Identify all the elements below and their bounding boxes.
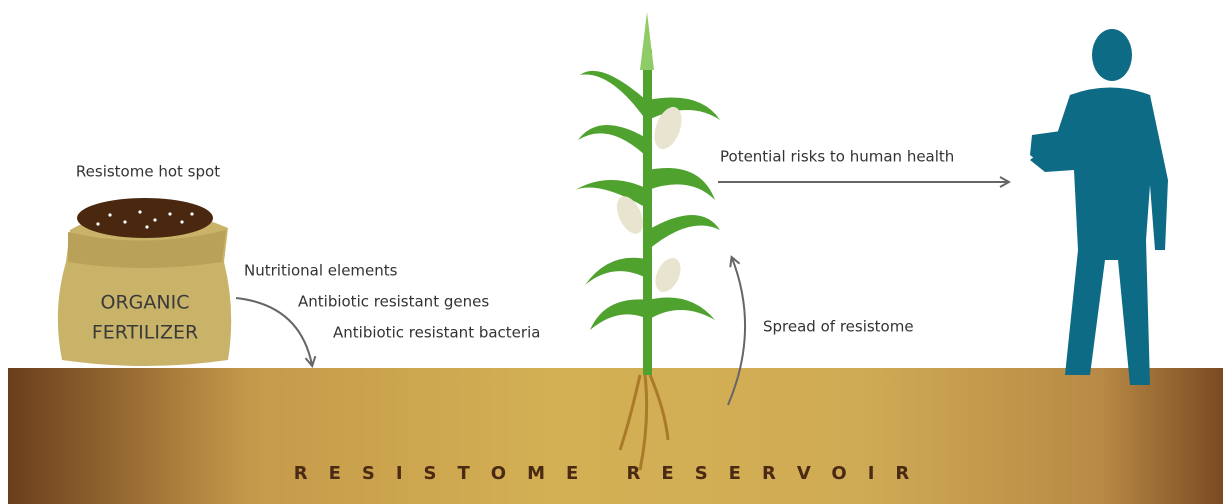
label: Potential risks to human health [720, 148, 954, 166]
label: Antibiotic resistant genes [298, 293, 489, 311]
person [1030, 29, 1168, 385]
bag-label: ORGANIC [101, 292, 190, 314]
diagram: RESISTOME RESERVOIR ORGANIC FERTILIZER R… [0, 0, 1223, 504]
label: Antibiotic resistant bacteria [333, 324, 540, 342]
label: Resistome hot spot [76, 163, 220, 181]
bag-label: FERTILIZER [92, 322, 198, 344]
ground-label: RESISTOME RESERVOIR [294, 463, 931, 484]
label: Spread of resistome [763, 318, 914, 336]
label: Nutritional elements [244, 262, 398, 280]
